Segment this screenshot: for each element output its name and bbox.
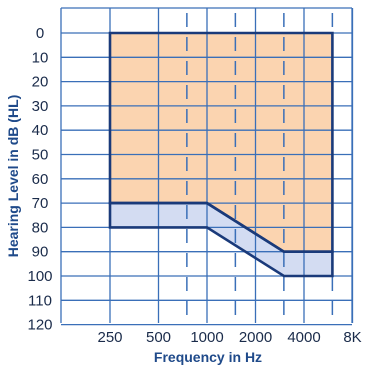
region-upper-fill [110,33,333,252]
y-tick-label: 60 [32,171,49,188]
x-tick-label: 500 [146,329,171,346]
hearing-loss-regions [110,33,333,276]
region-lower-fill [110,203,333,276]
y-tick-label: 100 [27,268,52,285]
x-axis-tick-labels: 250 500 1000 2000 4000 8K [97,329,361,346]
x-tick-label: 4000 [287,329,320,346]
y-tick-label: 70 [32,195,49,212]
y-tick-label: 90 [32,244,49,261]
y-tick-label: 50 [32,147,49,164]
x-tick-label: 250 [97,329,122,346]
y-tick-label: 20 [32,74,49,91]
y-tick-label: 0 [36,25,44,42]
x-tick-label: 8K [343,329,361,346]
y-tick-label: 80 [32,219,49,236]
x-tick-label: 2000 [239,329,272,346]
region-lower-outline [108,201,334,278]
y-axis-tick-labels: 0 10 20 30 40 50 60 70 80 90 100 110 120 [27,25,52,334]
y-tick-label: 120 [27,317,52,334]
y-axis-title: Hearing Level in dB (HL) [5,95,21,258]
x-axis-title: Frequency in Hz [154,349,262,365]
y-tick-label: 10 [32,49,49,66]
region-outlines [108,31,334,278]
y-tick-label: 110 [28,292,52,309]
y-tick-label: 40 [32,122,49,139]
x-tick-label: 1000 [190,329,223,346]
y-tick-label: 30 [32,98,49,115]
